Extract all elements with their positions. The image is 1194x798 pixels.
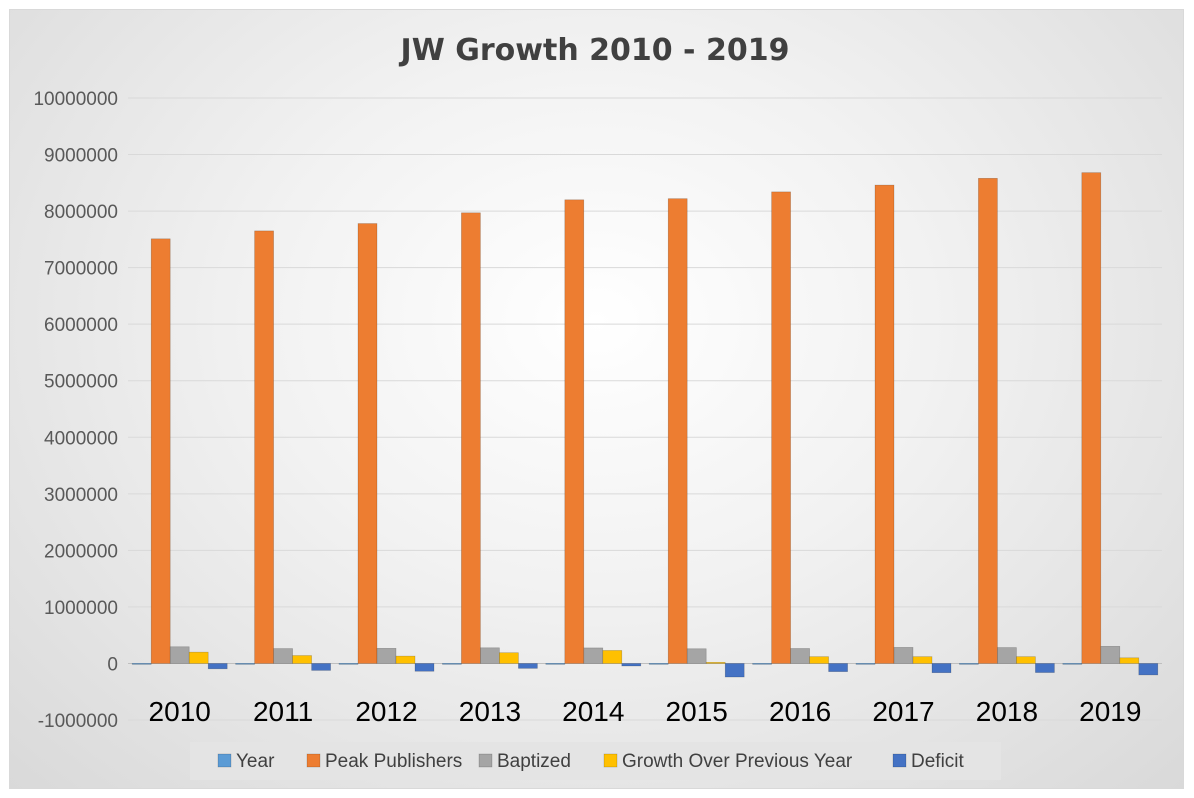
bar-year-2017 (855, 663, 876, 665)
legend-label: Growth Over Previous Year (622, 751, 853, 772)
bar-growth-over-previous-year-2010 (188, 651, 209, 664)
bar-deficit-2010 (207, 663, 228, 670)
y-tick-label: 4000000 (44, 428, 118, 449)
bar-deficit-2018 (1035, 663, 1055, 673)
legend-label: Year (236, 751, 275, 772)
y-axis-tick-labels: -1000000 0 1000000 2000000 3000000 4000000 500… (33, 89, 118, 732)
x-tick-label: 2013 (459, 696, 521, 727)
bar-year-2018 (959, 663, 979, 665)
bar-baptized-2012 (376, 648, 397, 664)
bar-peak-publishers-2018 (978, 177, 998, 664)
legend-background (190, 742, 1001, 780)
x-tick-label: 2012 (355, 696, 417, 727)
bar-year-2012 (338, 663, 359, 665)
y-tick-label: 6000000 (44, 315, 118, 336)
bar-peak-publishers-2017 (874, 184, 895, 664)
y-tick-label: 10000000 (33, 89, 118, 110)
bar-deficit-2017 (931, 663, 952, 674)
bar-baptized-2019 (1100, 646, 1121, 664)
bar-growth-over-previous-year-2018 (1016, 656, 1036, 664)
y-tick-label: 8000000 (44, 202, 118, 223)
bar-year-2013 (442, 663, 462, 665)
bar-deficit-2019 (1138, 663, 1159, 676)
bar-peak-publishers-2019 (1081, 172, 1102, 664)
bar-deficit-2015 (724, 663, 745, 678)
legend-swatch (217, 753, 232, 768)
bar-baptized-2018 (997, 647, 1017, 664)
bar-year-2019 (1062, 663, 1083, 665)
bar-peak-publishers-2011 (254, 230, 274, 664)
legend: Year Peak Publishers Baptized Growth Over P… (190, 742, 1001, 780)
bar-baptized-2017 (893, 647, 914, 664)
bar-deficit-2014 (621, 663, 642, 667)
bar-year-2010 (131, 663, 152, 665)
bar-year-2016 (752, 663, 772, 665)
x-tick-label: 2010 (149, 696, 211, 727)
x-axis-tick-labels: 2010 2011 2012 2013 2014 2015 2016 2017 2018 2019 (149, 696, 1142, 727)
x-tick-label: 2017 (872, 696, 934, 727)
legend-swatch (603, 753, 618, 768)
bar-year-2014 (545, 663, 566, 665)
legend-swatch (306, 753, 321, 768)
y-tick-label: -1000000 (38, 711, 118, 732)
x-tick-label: 2018 (976, 696, 1038, 727)
y-tick-label: 9000000 (44, 146, 118, 167)
bar-deficit-2011 (311, 663, 331, 671)
y-tick-label: 0 (107, 654, 118, 675)
legend-label: Baptized (497, 751, 571, 772)
legend-label: Deficit (911, 751, 965, 772)
x-tick-label: 2015 (666, 696, 728, 727)
chart-svg: JW Growth 2010 - 2019 -1000000 0 1000000 20… (33, 33, 1162, 780)
bar-deficit-2013 (518, 663, 538, 669)
x-tick-label: 2014 (562, 696, 624, 727)
bar-deficit-2016 (828, 663, 848, 672)
bar-baptized-2015 (686, 648, 707, 664)
bar-peak-publishers-2014 (564, 199, 585, 664)
bar-peak-publishers-2016 (771, 191, 791, 664)
bar-growth-over-previous-year-2013 (499, 652, 519, 664)
bar-baptized-2011 (273, 648, 293, 664)
bar-peak-publishers-2012 (357, 223, 378, 664)
bar-year-2015 (648, 663, 669, 665)
bars (131, 172, 1159, 678)
chart-area: JW Growth 2010 - 2019 -1000000 0 1000000 20… (9, 9, 1184, 789)
bar-growth-over-previous-year-2019 (1119, 657, 1140, 664)
x-tick-label: 2019 (1079, 696, 1141, 727)
y-tick-label: 5000000 (44, 372, 118, 393)
y-tick-label: 1000000 (44, 598, 118, 619)
gridlines (128, 97, 1162, 721)
bar-growth-over-previous-year-2016 (809, 656, 829, 664)
bar-peak-publishers-2013 (461, 212, 481, 664)
bar-growth-over-previous-year-2014 (602, 650, 623, 664)
legend-label: Peak Publishers (325, 751, 462, 772)
y-tick-label: 2000000 (44, 541, 118, 562)
bar-growth-over-previous-year-2015 (705, 662, 726, 664)
x-tick-label: 2016 (769, 696, 831, 727)
bar-baptized-2014 (583, 647, 604, 664)
y-tick-label: 7000000 (44, 259, 118, 280)
bar-year-2011 (235, 663, 255, 665)
legend-swatch (478, 753, 493, 768)
bar-peak-publishers-2010 (150, 238, 171, 664)
legend-swatch (892, 753, 907, 768)
y-tick-label: 3000000 (44, 485, 118, 506)
bar-baptized-2016 (790, 648, 810, 664)
bar-growth-over-previous-year-2012 (395, 655, 416, 664)
bar-baptized-2013 (480, 647, 500, 664)
bar-deficit-2012 (414, 663, 435, 672)
bar-growth-over-previous-year-2011 (292, 655, 312, 664)
chart-title: JW Growth 2010 - 2019 (399, 33, 790, 68)
bar-baptized-2010 (169, 646, 190, 664)
x-tick-label: 2011 (253, 696, 313, 727)
bar-growth-over-previous-year-2017 (912, 656, 933, 664)
bar-peak-publishers-2015 (667, 198, 688, 664)
